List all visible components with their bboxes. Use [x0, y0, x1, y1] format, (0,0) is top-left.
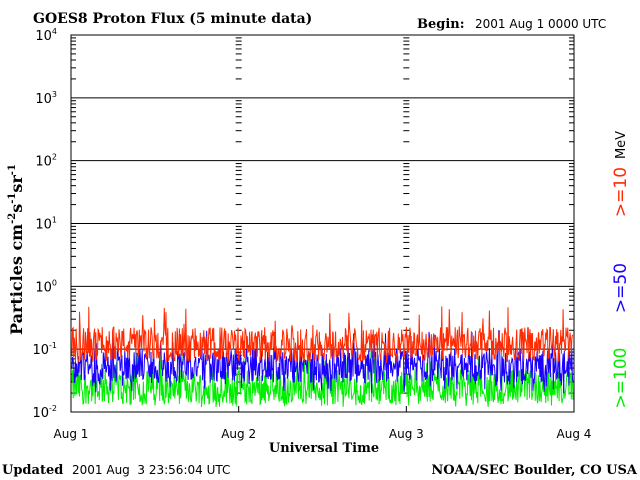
- legend-ge100: >=100: [611, 348, 631, 409]
- y-tick-label: 101: [35, 216, 57, 233]
- series-line-2: [71, 350, 574, 408]
- y-tick-base: 10: [35, 29, 52, 44]
- y-tick-exp: -1: [49, 341, 57, 350]
- series-line-0: [71, 306, 573, 364]
- grid-lines: [71, 97, 574, 350]
- y-axis-label-main: Particles cm: [7, 224, 26, 335]
- y-tick-label: 104: [35, 27, 57, 44]
- y-tick-base: 10: [35, 92, 52, 107]
- legend-unit: MeV: [614, 131, 629, 159]
- footer-updated-value: 2001 Aug 3 23:56:04 UTC: [72, 463, 230, 477]
- footer-right: NOAA/SEC Boulder, CO USA: [431, 463, 638, 478]
- y-tick-exp: 1: [52, 216, 57, 225]
- y-tick-exp: 2: [52, 153, 57, 162]
- y-axis-label-sup3: -1: [7, 164, 18, 175]
- y-tick-base: 10: [32, 406, 49, 421]
- y-tick-label: 103: [35, 90, 57, 107]
- y-axis-label: Particles cm-2s-1sr-1: [7, 164, 26, 335]
- y-tick-label: 10-1: [32, 341, 57, 358]
- x-tick-label: Aug 2: [221, 427, 256, 441]
- x-axis-label: Universal Time: [269, 441, 379, 456]
- y-tick-label: 102: [35, 153, 57, 170]
- series-layer: [71, 306, 574, 408]
- y-tick-base: 10: [35, 280, 52, 295]
- y-tick-label: 10-2: [32, 404, 57, 421]
- x-tick-label: Aug 3: [389, 427, 424, 441]
- y-tick-exp: 0: [52, 278, 57, 287]
- legend-ge10: >=10: [611, 167, 631, 217]
- series-line-1: [71, 330, 574, 394]
- begin-label: Begin:: [417, 17, 465, 32]
- y-tick-label: 100: [35, 278, 57, 295]
- begin-value: 2001 Aug 1 0000 UTC: [475, 17, 606, 31]
- legend-ge50: >=50: [611, 263, 631, 313]
- y-tick-exp: 3: [52, 90, 57, 99]
- y-axis-label-sup1: -2: [7, 213, 18, 224]
- plot-area: [70, 34, 575, 413]
- y-axis-label-sr: sr: [7, 175, 26, 193]
- x-tick-label: Aug 4: [557, 427, 592, 441]
- y-tick-base: 10: [32, 343, 49, 358]
- y-axis-label-s: s: [7, 204, 26, 213]
- y-tick-exp: -2: [49, 404, 57, 413]
- y-axis-label-sup2: -1: [7, 193, 18, 204]
- x-tick-label: Aug 1: [54, 427, 89, 441]
- footer-updated-label: Updated: [2, 463, 63, 478]
- chart-title: GOES8 Proton Flux (5 minute data): [33, 11, 312, 27]
- y-tick-exp: 4: [52, 27, 57, 36]
- y-tick-base: 10: [35, 218, 52, 233]
- x-tick-labels: Aug 1 Aug 2 Aug 3 Aug 4: [54, 427, 592, 441]
- y-tick-base: 10: [35, 155, 52, 170]
